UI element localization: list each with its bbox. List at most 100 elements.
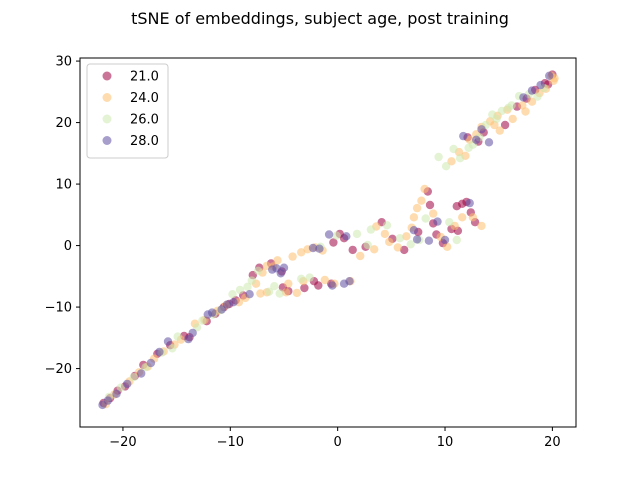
point: [264, 287, 274, 296]
point: [519, 93, 528, 102]
point: [421, 214, 430, 223]
point: [348, 245, 357, 255]
point: [129, 373, 138, 382]
point: [332, 231, 341, 240]
point: [497, 106, 507, 116]
point: [449, 144, 458, 154]
point: [508, 114, 517, 124]
legend: 21.0 24.0 26.0 28.0: [86, 63, 169, 159]
point: [433, 217, 442, 226]
legend-marker: [102, 71, 112, 81]
point: [235, 285, 245, 295]
point: [434, 152, 443, 162]
point: [363, 240, 372, 250]
point: [146, 358, 156, 368]
point: [281, 288, 291, 297]
x-tick-label: 20: [544, 435, 561, 450]
y-tick-label: 0: [64, 239, 72, 254]
point: [292, 288, 302, 298]
point: [500, 120, 510, 130]
point: [445, 218, 454, 227]
y-tick-label: 20: [55, 116, 72, 131]
point: [284, 279, 293, 288]
x-tick-label: −10: [217, 435, 244, 450]
legend-label: 26.0: [130, 113, 159, 128]
point: [116, 383, 126, 392]
point: [279, 263, 289, 272]
point: [429, 209, 438, 218]
y-axis: −20 −10 0 10 20 30: [45, 55, 80, 377]
point: [123, 379, 132, 389]
chart-title: tSNE of embeddings, subject age, post tr…: [131, 9, 509, 28]
legend-marker: [102, 93, 112, 102]
point: [521, 107, 530, 116]
y-tick-label: 10: [55, 178, 72, 193]
point: [352, 229, 362, 239]
point: [168, 344, 177, 353]
point: [382, 221, 392, 230]
point: [256, 289, 265, 298]
point: [425, 200, 435, 210]
point: [184, 334, 193, 344]
point: [247, 276, 256, 285]
point: [270, 282, 279, 291]
point: [137, 369, 146, 378]
point: [492, 114, 501, 124]
point: [412, 235, 422, 244]
y-tick-label: −10: [45, 301, 72, 316]
point: [342, 232, 351, 241]
point: [243, 282, 252, 291]
point: [198, 316, 207, 325]
point: [400, 245, 409, 255]
point: [443, 242, 452, 251]
point: [155, 347, 164, 357]
point: [380, 229, 390, 239]
point: [477, 221, 486, 231]
point: [545, 71, 554, 81]
point: [228, 290, 237, 299]
point: [103, 396, 113, 405]
point: [315, 244, 324, 253]
point: [477, 125, 486, 134]
point: [406, 240, 415, 249]
point: [222, 300, 232, 309]
point: [412, 203, 422, 213]
point: [402, 232, 411, 241]
point: [527, 97, 537, 106]
point: [345, 277, 354, 286]
point: [297, 274, 306, 283]
x-tick-label: −20: [109, 435, 136, 450]
point: [288, 252, 297, 261]
point: [320, 275, 329, 285]
point: [300, 283, 309, 293]
point: [393, 243, 402, 252]
series-28.0: [98, 71, 554, 410]
point: [217, 305, 226, 314]
x-tick-label: 10: [437, 435, 454, 450]
point: [447, 157, 456, 166]
point: [329, 238, 338, 247]
points-layer: [98, 70, 559, 410]
point: [455, 154, 465, 163]
legend-label: 28.0: [130, 134, 159, 149]
point: [417, 196, 426, 205]
legend-marker: [102, 136, 112, 145]
point: [324, 230, 334, 239]
point: [458, 213, 467, 222]
point: [533, 92, 542, 101]
point: [536, 80, 545, 90]
point: [465, 198, 474, 208]
point: [314, 281, 323, 290]
series-26.0: [104, 83, 548, 402]
point: [366, 225, 376, 234]
point: [395, 234, 405, 243]
point: [495, 126, 504, 135]
point: [424, 236, 434, 245]
point: [409, 226, 419, 235]
x-tick-label: 0: [334, 435, 342, 450]
point: [188, 328, 197, 338]
point: [356, 251, 365, 261]
point: [245, 290, 254, 299]
point: [472, 135, 481, 144]
